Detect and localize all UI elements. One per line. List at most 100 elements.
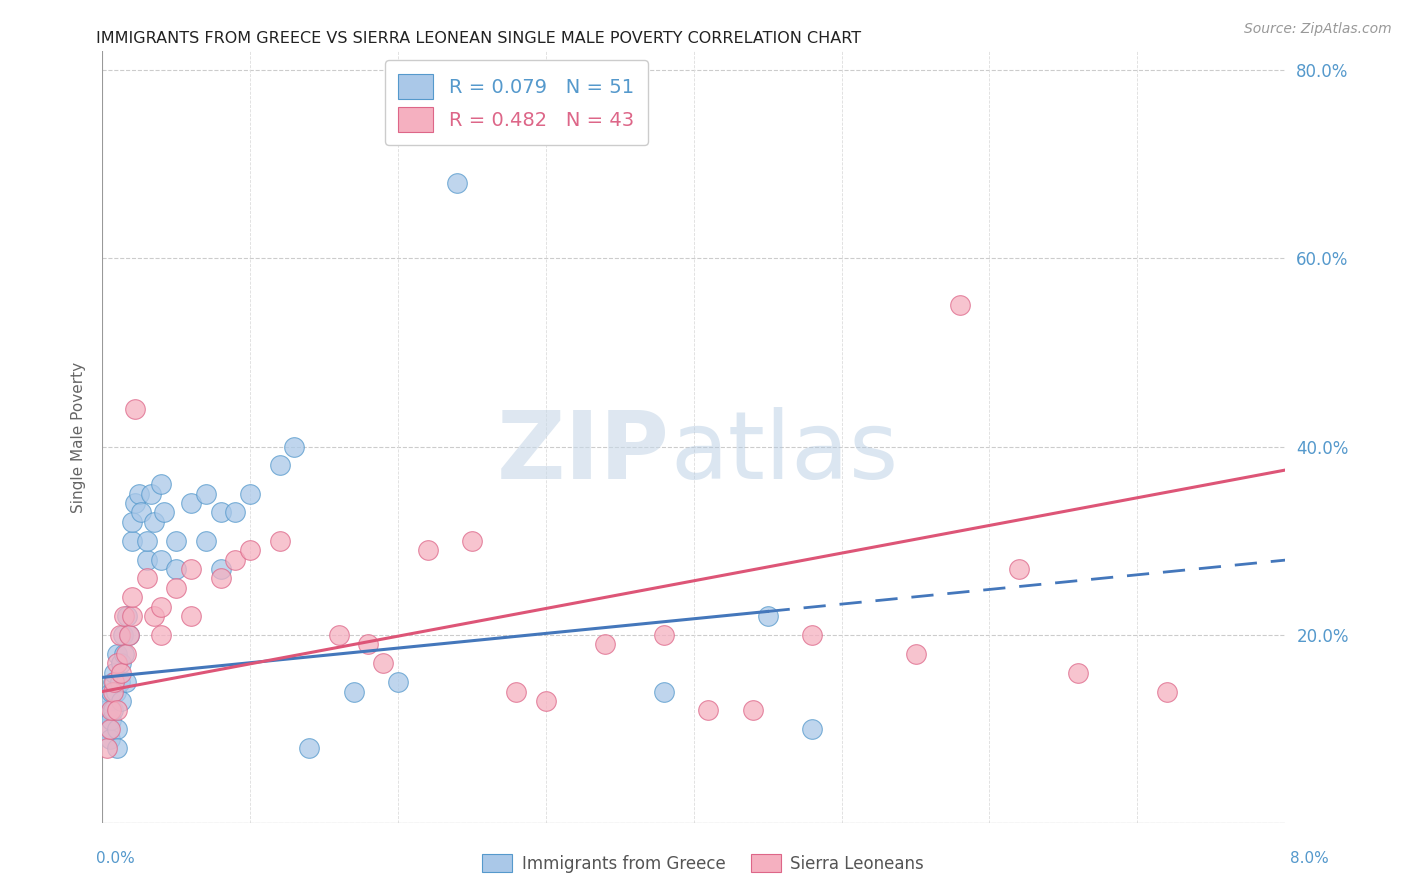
Point bbox=[128, 486, 150, 500]
Point bbox=[283, 440, 305, 454]
Point bbox=[135, 533, 157, 548]
Point bbox=[534, 694, 557, 708]
Point bbox=[100, 684, 122, 698]
Point bbox=[112, 609, 135, 624]
Point bbox=[115, 675, 138, 690]
Point bbox=[150, 628, 173, 642]
Text: 8.0%: 8.0% bbox=[1289, 851, 1329, 865]
Point bbox=[105, 741, 128, 756]
Point bbox=[110, 694, 132, 708]
Point bbox=[461, 533, 484, 548]
Point bbox=[387, 675, 409, 690]
Point bbox=[105, 657, 128, 671]
Point bbox=[121, 533, 143, 548]
Point bbox=[697, 703, 720, 717]
Legend: Immigrants from Greece, Sierra Leoneans: Immigrants from Greece, Sierra Leoneans bbox=[475, 847, 931, 880]
Text: Source: ZipAtlas.com: Source: ZipAtlas.com bbox=[1244, 22, 1392, 37]
Text: IMMIGRANTS FROM GREECE VS SIERRA LEONEAN SINGLE MALE POVERTY CORRELATION CHART: IMMIGRANTS FROM GREECE VS SIERRA LEONEAN… bbox=[96, 31, 860, 46]
Point bbox=[269, 458, 291, 473]
Point bbox=[150, 477, 173, 491]
Point bbox=[96, 741, 118, 756]
Point bbox=[373, 657, 395, 671]
Point bbox=[239, 543, 262, 558]
Point bbox=[165, 581, 187, 595]
Point bbox=[1008, 562, 1031, 576]
Point bbox=[98, 723, 121, 737]
Point bbox=[100, 713, 122, 727]
Point bbox=[652, 628, 675, 642]
Point bbox=[904, 647, 927, 661]
Point bbox=[194, 533, 217, 548]
Point bbox=[115, 647, 138, 661]
Y-axis label: Single Male Poverty: Single Male Poverty bbox=[72, 361, 86, 513]
Point bbox=[98, 731, 121, 746]
Point bbox=[135, 552, 157, 566]
Point bbox=[239, 486, 262, 500]
Point bbox=[756, 609, 779, 624]
Point bbox=[112, 647, 135, 661]
Point bbox=[129, 506, 152, 520]
Point bbox=[1067, 665, 1090, 680]
Point bbox=[446, 176, 468, 190]
Text: ZIP: ZIP bbox=[498, 407, 671, 499]
Point bbox=[180, 609, 202, 624]
Point bbox=[101, 684, 124, 698]
Point bbox=[118, 628, 141, 642]
Point bbox=[105, 647, 128, 661]
Point bbox=[224, 552, 246, 566]
Point bbox=[105, 723, 128, 737]
Point bbox=[209, 571, 232, 585]
Point bbox=[103, 675, 125, 690]
Point bbox=[111, 628, 134, 642]
Point bbox=[108, 675, 131, 690]
Text: 0.0%: 0.0% bbox=[96, 851, 135, 865]
Point bbox=[139, 486, 162, 500]
Point bbox=[416, 543, 439, 558]
Point bbox=[97, 723, 120, 737]
Point bbox=[328, 628, 350, 642]
Text: atlas: atlas bbox=[671, 407, 898, 499]
Point bbox=[801, 723, 824, 737]
Point bbox=[101, 675, 124, 690]
Point bbox=[124, 496, 146, 510]
Point bbox=[96, 703, 118, 717]
Point bbox=[143, 515, 166, 529]
Point bbox=[150, 599, 173, 614]
Point bbox=[135, 571, 157, 585]
Point bbox=[117, 609, 139, 624]
Point bbox=[124, 401, 146, 416]
Point bbox=[269, 533, 291, 548]
Point bbox=[110, 665, 132, 680]
Legend: R = 0.079   N = 51, R = 0.482   N = 43: R = 0.079 N = 51, R = 0.482 N = 43 bbox=[385, 61, 648, 145]
Point bbox=[505, 684, 527, 698]
Point bbox=[104, 684, 127, 698]
Point bbox=[101, 703, 124, 717]
Point bbox=[949, 298, 972, 312]
Point bbox=[801, 628, 824, 642]
Point bbox=[118, 628, 141, 642]
Point bbox=[1156, 684, 1178, 698]
Point bbox=[103, 665, 125, 680]
Point bbox=[357, 637, 380, 651]
Point bbox=[180, 496, 202, 510]
Point bbox=[108, 628, 131, 642]
Point bbox=[150, 552, 173, 566]
Point bbox=[224, 506, 246, 520]
Point bbox=[153, 506, 176, 520]
Point bbox=[98, 694, 121, 708]
Point bbox=[194, 486, 217, 500]
Point bbox=[121, 591, 143, 605]
Point bbox=[342, 684, 364, 698]
Point bbox=[165, 562, 187, 576]
Point bbox=[165, 533, 187, 548]
Point bbox=[180, 562, 202, 576]
Point bbox=[143, 609, 166, 624]
Point bbox=[209, 506, 232, 520]
Point bbox=[652, 684, 675, 698]
Point bbox=[298, 741, 321, 756]
Point bbox=[741, 703, 763, 717]
Point bbox=[100, 703, 122, 717]
Point bbox=[105, 703, 128, 717]
Point bbox=[121, 515, 143, 529]
Point bbox=[110, 657, 132, 671]
